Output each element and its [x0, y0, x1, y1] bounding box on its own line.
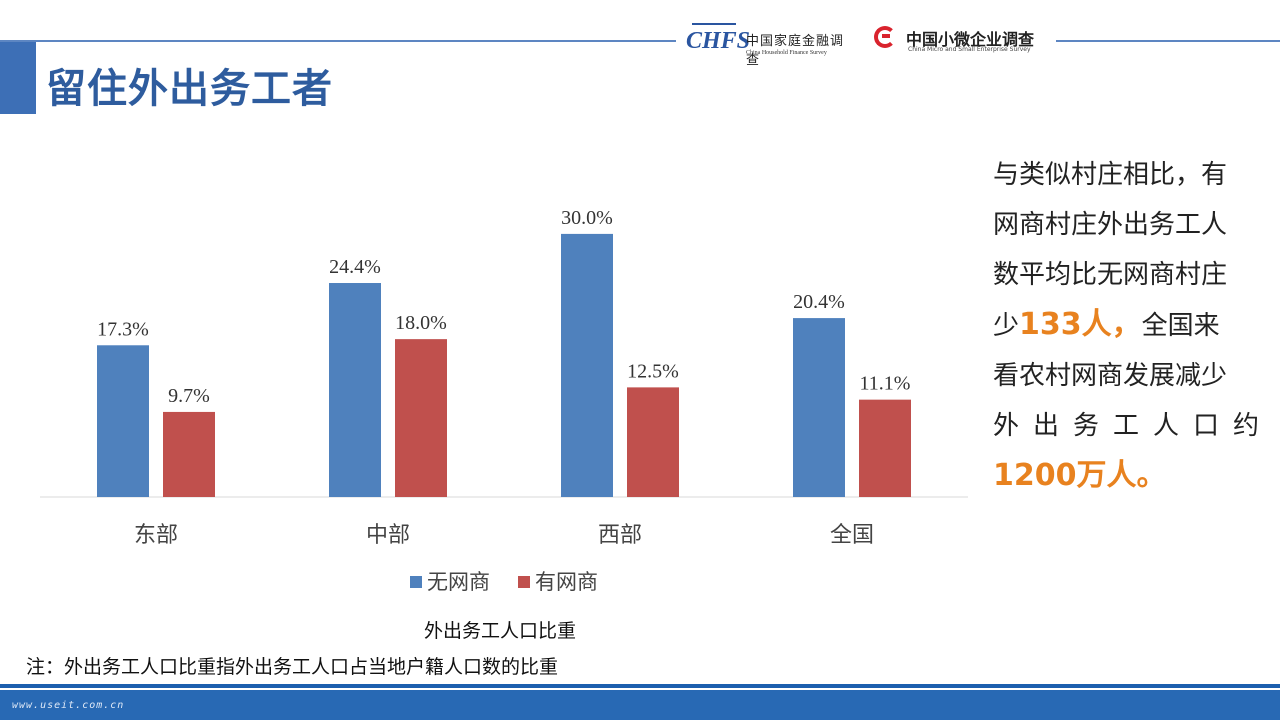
legend-label-0: 无网商: [427, 570, 490, 594]
data-label-0-3: 20.4%: [793, 291, 845, 313]
summary-line-1: 与类似村庄相比，有: [993, 160, 1228, 190]
header-rule-left: [0, 40, 676, 42]
legend-swatch-1: [518, 576, 530, 588]
chfs-mark: CHFS: [686, 28, 751, 54]
summary-line-4-start: 少: [993, 311, 1020, 341]
title-accent-block: [0, 42, 36, 114]
legend-swatch-0: [410, 576, 422, 588]
bar-1-3: [859, 399, 911, 497]
data-label-1-1: 18.0%: [395, 312, 447, 334]
summary-text: 与类似村庄相比，有 网商村庄外出务工人 数平均比无网商村庄 少133人，全国来 …: [993, 150, 1274, 501]
chart-x-axis-label: 外出务工人口比重: [423, 620, 576, 642]
bar-1-1: [395, 339, 447, 497]
bar-1-2: [627, 387, 679, 497]
summary-highlight-1200: 1200万人。: [993, 458, 1167, 493]
footer-bar: [0, 690, 1280, 720]
chfs-logo: CHFS 中国家庭金融调查 China Household Finance Su…: [684, 22, 854, 67]
category-label-2: 西部: [598, 523, 642, 548]
cmes-name-en: China Micro and Small Enterprise Survey: [908, 46, 1031, 53]
data-label-1-3: 11.1%: [860, 373, 911, 395]
chfs-name-cn: 中国家庭金融调查: [746, 33, 845, 67]
category-label-3: 全国: [830, 523, 874, 548]
bar-0-3: [793, 318, 845, 497]
page-title: 留住外出务工者: [46, 66, 333, 112]
data-label-0-1: 24.4%: [329, 256, 381, 278]
summary-line-4: 少133人，全国来: [993, 300, 1243, 351]
chfs-roof-icon: [692, 23, 736, 33]
summary-line-5: 看农村网商发展减少: [993, 361, 1228, 391]
bar-1-0: [163, 411, 215, 497]
summary-line-3: 数平均比无网商村庄: [993, 260, 1228, 290]
chfs-name-en: China Household Finance Survey: [746, 50, 827, 56]
data-label-1-0: 9.7%: [168, 385, 210, 407]
bar-chart: 17.3% 9.7% 东部 24.4% 18.0% 中部 30.0% 12.5% 西部 20.4%…: [40, 207, 968, 594]
summary-line-6: 外出务工人口约: [993, 411, 1274, 441]
data-label-0-0: 17.3%: [97, 318, 149, 340]
header-rule-right: [1056, 40, 1280, 42]
footer-rule: [0, 684, 1280, 688]
cmes-name-cn: 中国小微企业调查: [906, 30, 1035, 49]
summary-line-4-end: 全国来: [1141, 311, 1220, 341]
category-label-0: 东部: [134, 523, 178, 548]
data-label-1-2: 12.5%: [627, 360, 679, 382]
summary-line-2: 网商村庄外出务工人: [993, 210, 1228, 240]
summary-highlight-133: 133人，: [1019, 307, 1142, 342]
legend-label-1: 有网商: [535, 570, 598, 594]
cmes-ring-icon: [874, 26, 896, 48]
bar-0-2: [561, 233, 613, 497]
footer-site-text: www.useit.com.cn: [12, 700, 125, 711]
cmes-bar-icon: [882, 34, 890, 38]
bar-0-1: [329, 283, 381, 497]
cmes-logo: 中国小微企业调查 China Micro and Small Enterpris…: [872, 24, 1052, 58]
bar-0-0: [97, 345, 149, 497]
chart-footnote: 注：外出务工人口比重指外出务工人口占当地户籍人口数的比重: [26, 656, 559, 678]
category-label-1: 中部: [366, 523, 410, 548]
data-label-0-2: 30.0%: [561, 207, 613, 229]
